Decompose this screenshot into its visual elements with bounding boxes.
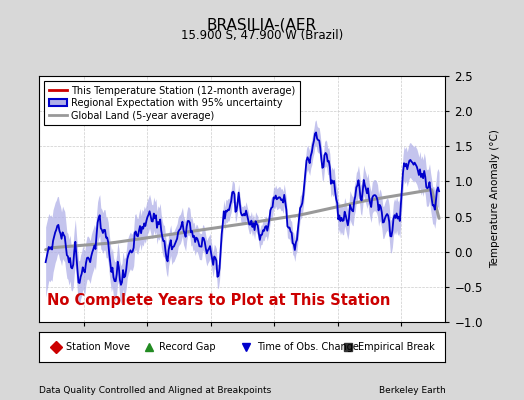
Text: Empirical Break: Empirical Break bbox=[358, 342, 435, 352]
Text: Data Quality Controlled and Aligned at Breakpoints: Data Quality Controlled and Aligned at B… bbox=[39, 386, 271, 395]
Text: Record Gap: Record Gap bbox=[159, 342, 216, 352]
Legend: This Temperature Station (12-month average), Regional Expectation with 95% uncer: This Temperature Station (12-month avera… bbox=[44, 81, 300, 126]
Text: 15.900 S, 47.900 W (Brazil): 15.900 S, 47.900 W (Brazil) bbox=[181, 29, 343, 42]
Text: No Complete Years to Plot at This Station: No Complete Years to Plot at This Statio… bbox=[47, 293, 391, 308]
Text: Time of Obs. Change: Time of Obs. Change bbox=[257, 342, 358, 352]
Text: Berkeley Earth: Berkeley Earth bbox=[379, 386, 445, 395]
Y-axis label: Temperature Anomaly (°C): Temperature Anomaly (°C) bbox=[490, 130, 500, 268]
Text: BRASILIA-(AER: BRASILIA-(AER bbox=[207, 18, 317, 33]
Text: Station Move: Station Move bbox=[66, 342, 130, 352]
